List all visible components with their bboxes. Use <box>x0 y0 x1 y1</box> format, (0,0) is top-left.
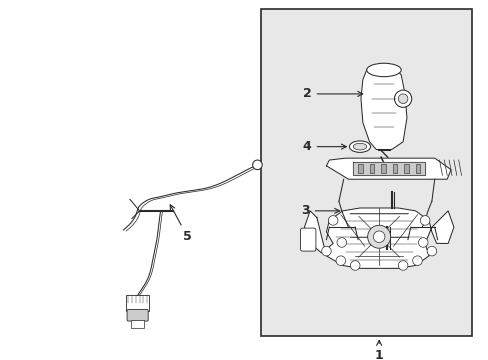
Bar <box>357 164 362 172</box>
Bar <box>380 164 385 172</box>
Circle shape <box>367 225 390 248</box>
Circle shape <box>420 216 429 225</box>
Text: 4: 4 <box>302 140 346 153</box>
Bar <box>403 164 408 172</box>
Bar <box>131 320 144 328</box>
Ellipse shape <box>349 141 370 152</box>
Circle shape <box>327 216 337 225</box>
Circle shape <box>412 256 422 265</box>
Circle shape <box>321 246 330 256</box>
Polygon shape <box>360 67 406 149</box>
Ellipse shape <box>366 63 400 77</box>
Circle shape <box>373 231 384 243</box>
Circle shape <box>426 246 436 256</box>
Bar <box>392 164 397 172</box>
Text: 1: 1 <box>374 341 383 360</box>
Bar <box>369 164 374 172</box>
Ellipse shape <box>352 143 366 150</box>
Polygon shape <box>326 158 450 179</box>
Text: 2: 2 <box>302 87 362 100</box>
Circle shape <box>394 90 411 107</box>
Bar <box>126 295 149 311</box>
Bar <box>261 9 471 336</box>
Bar <box>415 164 420 172</box>
Circle shape <box>350 261 359 270</box>
Circle shape <box>398 261 407 270</box>
Polygon shape <box>352 162 424 175</box>
Circle shape <box>418 238 427 247</box>
Circle shape <box>336 238 346 247</box>
FancyBboxPatch shape <box>300 228 315 251</box>
Text: 5: 5 <box>170 205 191 243</box>
Circle shape <box>335 256 345 265</box>
Text: 3: 3 <box>301 204 339 217</box>
Circle shape <box>252 160 262 170</box>
Circle shape <box>398 94 407 104</box>
FancyBboxPatch shape <box>127 310 148 321</box>
Polygon shape <box>304 208 453 268</box>
